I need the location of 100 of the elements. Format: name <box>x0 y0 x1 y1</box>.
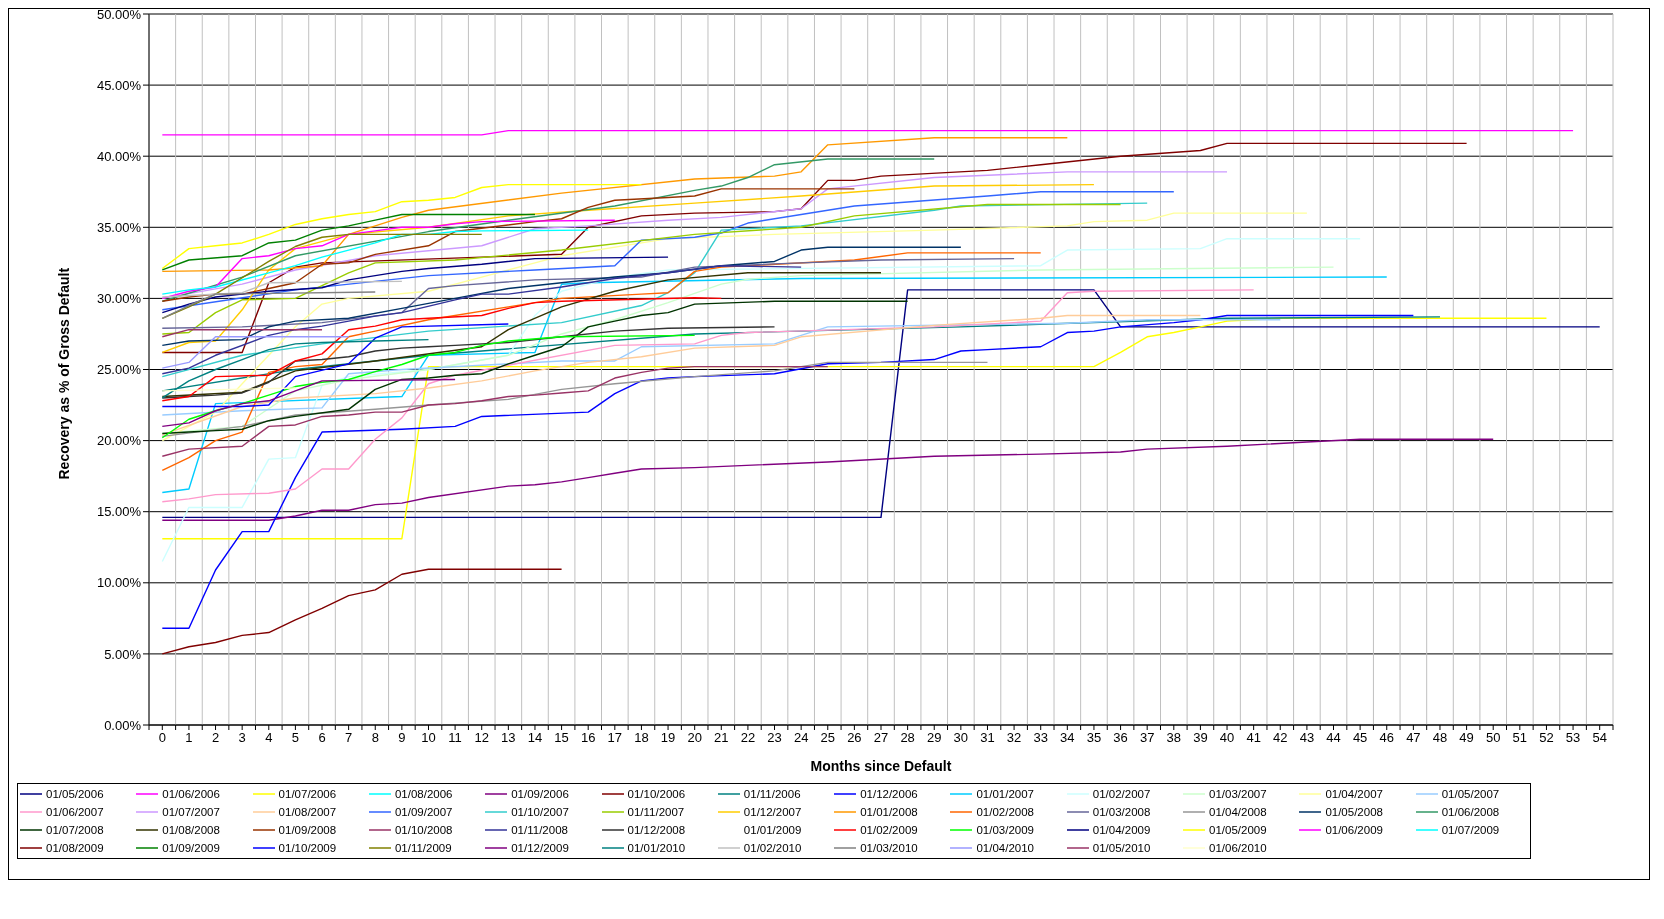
line-series <box>161 212 1308 442</box>
x-tick-label: 47 <box>1406 730 1421 745</box>
y-tick-label: 5.00% <box>104 646 142 662</box>
x-tick-label: 11 <box>448 730 462 745</box>
line-series <box>161 229 589 295</box>
x-tick-label: 22 <box>740 730 756 745</box>
legend-label: 01/11/2008 <box>511 824 568 836</box>
x-tick-label: 36 <box>1113 730 1128 745</box>
x-tick-label: 49 <box>1459 730 1474 745</box>
x-tick-label: 23 <box>767 730 782 745</box>
legend-label: 01/07/2009 <box>1441 824 1500 836</box>
x-tick-label: 15 <box>554 730 569 745</box>
x-tick-label: 16 <box>580 730 596 745</box>
legend-label: 01/08/2009 <box>46 842 104 854</box>
line-series <box>161 203 1122 335</box>
legend-label: 01/09/2009 <box>162 842 220 854</box>
line-series <box>161 365 829 457</box>
legend-label: 01/04/2007 <box>1325 788 1383 800</box>
legend-label: 01/06/2009 <box>1325 824 1383 836</box>
line-series <box>161 213 536 271</box>
x-tick-label: 7 <box>345 730 353 745</box>
legend-label: 01/03/2010 <box>860 842 918 854</box>
x-tick-label: 44 <box>1326 730 1341 745</box>
x-tick-label: 42 <box>1273 730 1288 745</box>
legend-label: 01/12/2008 <box>627 824 686 836</box>
line-series <box>161 438 1494 521</box>
y-tick-label: 50.00% <box>96 6 142 22</box>
x-tick-label: 21 <box>714 730 729 745</box>
line-series <box>161 319 1281 416</box>
legend-label: 01/03/2009 <box>976 824 1035 836</box>
legend-label: 01/03/2008 <box>1092 806 1151 818</box>
x-tick-label: 1 <box>185 730 193 745</box>
legend-label: 01/06/2008 <box>1441 806 1500 818</box>
legend-label: 01/02/2009 <box>860 824 918 836</box>
x-tick-label: 20 <box>687 730 702 745</box>
y-tick-label: 40.00% <box>96 148 142 164</box>
legend-label: 01/11/2009 <box>394 842 452 854</box>
line-series <box>161 272 882 398</box>
x-tick-label: 30 <box>953 730 969 745</box>
line-series <box>161 314 1202 436</box>
x-tick-label: 6 <box>318 730 326 745</box>
x-tick-label: 54 <box>1592 730 1607 745</box>
legend-label: 01/01/2007 <box>976 788 1035 800</box>
line-series <box>161 296 722 402</box>
y-tick-label: 0.00% <box>104 717 142 733</box>
line-series <box>161 142 1468 354</box>
y-tick-label: 10.00% <box>96 575 142 591</box>
legend-label: 01/09/2007 <box>394 806 453 818</box>
legend-label: 01/11/2006 <box>743 788 801 800</box>
legend-label: 01/08/2007 <box>278 806 337 818</box>
line-series <box>161 314 1415 629</box>
y-tick-label: 20.00% <box>96 433 142 449</box>
y-tick-label: 15.00% <box>96 504 142 520</box>
x-tick-label: 4 <box>265 730 273 745</box>
legend-label: 01/06/2010 <box>1209 842 1267 854</box>
x-tick-label: 43 <box>1299 730 1315 745</box>
line-series <box>161 378 456 428</box>
legend-label: 01/06/2007 <box>46 806 104 818</box>
x-tick-label: 40 <box>1219 730 1235 745</box>
x-tick-label: 52 <box>1539 730 1554 745</box>
legend-label: 01/10/2007 <box>511 806 569 818</box>
line-series <box>161 188 856 302</box>
legend-label: 01/05/2008 <box>1325 806 1383 818</box>
line-series <box>161 137 1069 273</box>
x-tick-label: 8 <box>371 730 379 745</box>
legend-label: 01/04/2010 <box>976 842 1035 854</box>
x-tick-label: 41 <box>1246 730 1261 745</box>
x-tick-label: 37 <box>1139 730 1155 745</box>
x-tick-label: 18 <box>634 730 649 745</box>
legend-label: 01/01/2008 <box>860 806 918 818</box>
legend-label: 01/06/2006 <box>162 788 220 800</box>
line-series <box>161 246 962 347</box>
legend-label: 01/04/2009 <box>1092 824 1151 836</box>
line-series <box>161 300 909 435</box>
legend-label: 01/02/2010 <box>743 842 802 854</box>
x-tick-label: 38 <box>1166 730 1182 745</box>
x-tick-label: 25 <box>820 730 835 745</box>
line-series <box>161 323 510 408</box>
line-series <box>161 289 1255 503</box>
legend-label: 01/07/2008 <box>46 824 104 836</box>
x-tick-label: 12 <box>474 730 489 745</box>
line-series <box>161 183 643 270</box>
legend-label: 01/08/2006 <box>394 788 453 800</box>
line-series <box>161 361 989 438</box>
x-tick-label: 5 <box>291 730 300 745</box>
y-tick-label: 45.00% <box>96 77 142 93</box>
line-series <box>161 219 616 300</box>
x-tick-label: 50 <box>1485 730 1501 745</box>
x-tick-label: 0 <box>158 730 166 745</box>
legend-label: 01/03/2007 <box>1209 788 1267 800</box>
y-tick-label: 30.00% <box>96 291 142 307</box>
x-tick-label: 34 <box>1060 730 1075 745</box>
legend-label: 01/10/2009 <box>278 842 337 854</box>
legend-label: 01/11/2007 <box>627 806 685 818</box>
x-tick-label: 48 <box>1432 730 1448 745</box>
legend-label: 01/05/2009 <box>1209 824 1267 836</box>
x-tick-label: 31 <box>980 730 995 745</box>
line-series <box>161 334 696 439</box>
x-tick-label: 17 <box>607 730 623 745</box>
line-series <box>161 191 1175 311</box>
